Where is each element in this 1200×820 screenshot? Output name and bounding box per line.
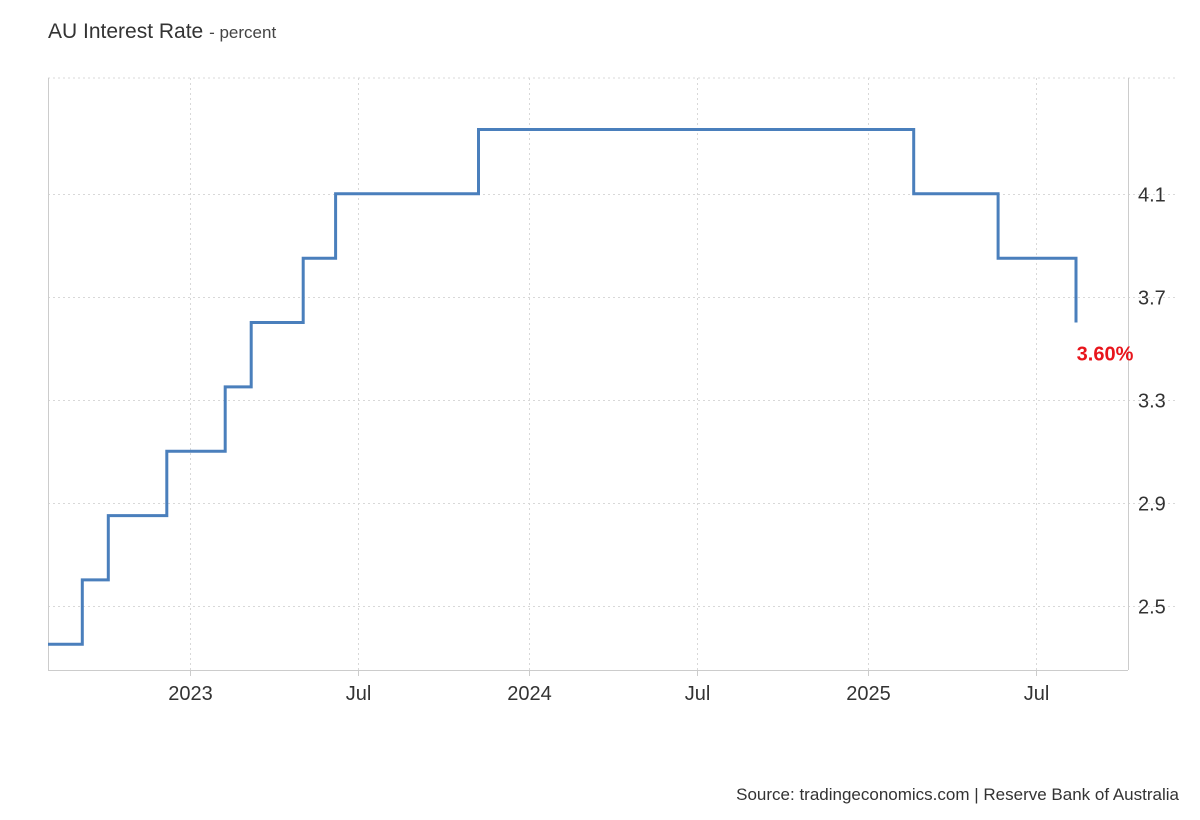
- chart-title: AU Interest Rate - percent: [48, 20, 276, 44]
- y-tick-label: 3.3: [1138, 391, 1166, 413]
- x-tick-label: 2024: [507, 683, 552, 705]
- axes-layer: [48, 78, 1129, 676]
- chart-title-main: AU Interest Rate: [48, 20, 204, 43]
- source-note: Source: tradingeconomics.com | Reserve B…: [736, 785, 1179, 804]
- labels-layer: 2.5 2.9 3.3 3.7 4.1 2023 Jul 2024 Jul 2025 Jul 3.60…: [168, 185, 1166, 706]
- last-value-label: 3.60%: [1077, 344, 1134, 366]
- y-tick-label: 3.7: [1138, 288, 1166, 310]
- x-tick-label: 2025: [846, 683, 891, 705]
- x-tick-label: Jul: [1024, 683, 1050, 705]
- chart-subtitle: - percent: [209, 23, 277, 42]
- y-tick-label: 2.5: [1138, 597, 1166, 619]
- x-tick-label: Jul: [346, 683, 372, 705]
- y-tick-label: 4.1: [1138, 185, 1166, 207]
- x-tick-label: 2023: [168, 683, 213, 705]
- grid-layer: [48, 77, 1178, 670]
- x-tick-label: Jul: [685, 683, 711, 705]
- series-layer: [48, 128, 1078, 646]
- series-line: [48, 128, 1078, 646]
- y-tick-label: 2.9: [1138, 494, 1166, 516]
